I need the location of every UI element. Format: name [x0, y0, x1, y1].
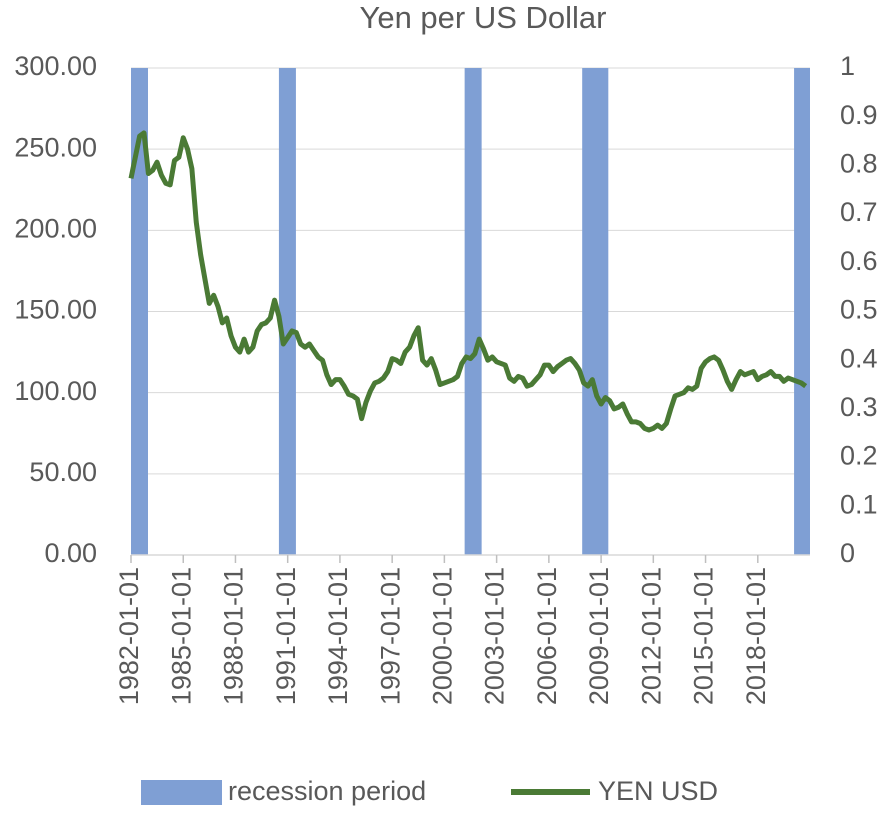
- legend-label: recession period: [228, 776, 426, 806]
- x-tick-label: 2003-01-01: [480, 567, 510, 705]
- x-tick-label: 2018-01-01: [741, 567, 771, 705]
- y2-tick-label: 0.6: [840, 246, 878, 276]
- y-tick-label: 0.00: [44, 538, 97, 568]
- x-tick-label: 1985-01-01: [166, 567, 196, 705]
- x-tick-label: 2015-01-01: [689, 567, 719, 705]
- y-tick-label: 150.00: [14, 295, 97, 325]
- y2-tick-label: 0.5: [840, 295, 878, 325]
- x-tick-label: 2009-01-01: [584, 567, 614, 705]
- y2-tick-label: 0.7: [840, 197, 878, 227]
- y-tick-label: 200.00: [14, 213, 97, 243]
- y2-tick-label: 0.9: [840, 100, 878, 130]
- y2-tick-label: 0.8: [840, 149, 878, 179]
- legend-swatch: [141, 780, 222, 805]
- y-tick-label: 50.00: [29, 457, 97, 487]
- x-tick-label: 1982-01-01: [114, 567, 144, 705]
- y2-tick-label: 0.4: [840, 343, 878, 373]
- recession-bar: [131, 68, 148, 555]
- x-tick-label: 2012-01-01: [636, 567, 666, 705]
- x-tick-label: 2000-01-01: [428, 567, 458, 705]
- x-tick-label: 2006-01-01: [532, 567, 562, 705]
- recession-bar: [794, 68, 810, 555]
- legend-label: YEN USD: [598, 776, 718, 806]
- chart-title: Yen per US Dollar: [360, 0, 607, 35]
- y2-tick-label: 0.1: [840, 489, 878, 519]
- recession-bar: [582, 68, 609, 555]
- y-tick-label: 100.00: [14, 376, 97, 406]
- recession-bar: [464, 68, 482, 555]
- y2-tick-label: 0: [840, 538, 855, 568]
- x-tick-label: 1997-01-01: [375, 567, 405, 705]
- y2-tick-label: 1: [840, 51, 855, 81]
- y-tick-label: 300.00: [14, 51, 97, 81]
- y2-tick-label: 0.2: [840, 441, 878, 471]
- y-tick-label: 250.00: [14, 132, 97, 162]
- x-tick-label: 1991-01-01: [271, 567, 301, 705]
- line: [128, 130, 808, 433]
- y2-tick-label: 0.3: [840, 392, 878, 422]
- x-tick-label: 1994-01-01: [323, 567, 353, 705]
- x-tick-label: 1988-01-01: [219, 567, 249, 705]
- recession-bar: [278, 68, 296, 555]
